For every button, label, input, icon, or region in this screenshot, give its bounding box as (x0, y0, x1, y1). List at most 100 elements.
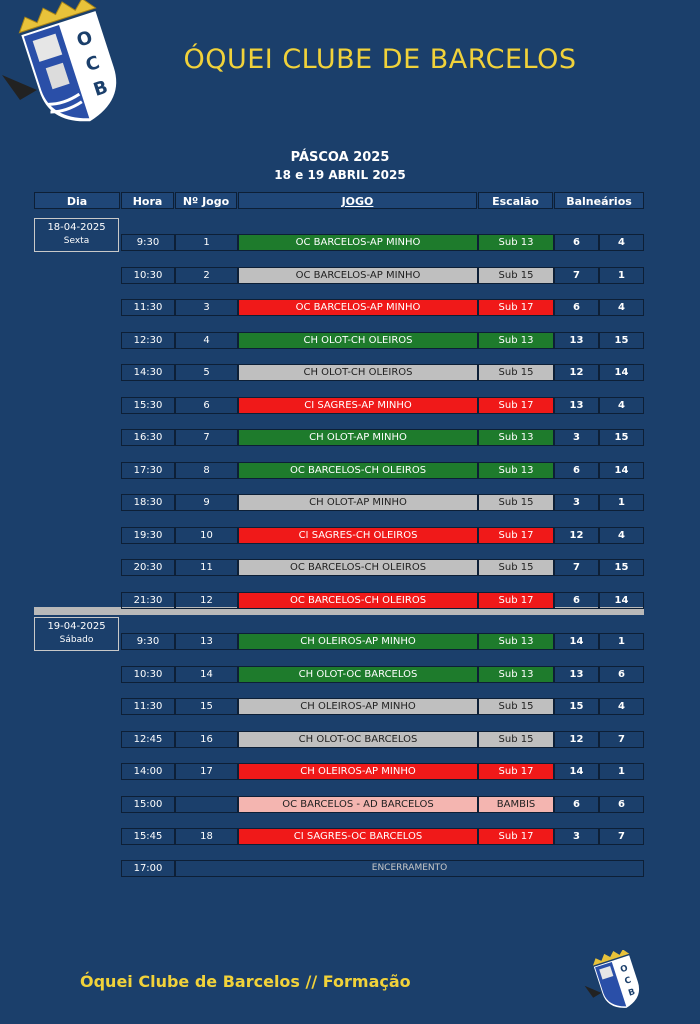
game-escalao: Sub 17 (478, 763, 554, 780)
game-match: CH OLOT-OC BARCELOS (238, 731, 478, 748)
game-escalao: Sub 15 (478, 698, 554, 715)
game-balneario-1: 3 (554, 429, 599, 446)
game-escalao: Sub 17 (478, 527, 554, 544)
logo-letter-b: B (91, 77, 111, 101)
game-escalao: Sub 15 (478, 494, 554, 511)
game-escalao: Sub 13 (478, 429, 554, 446)
game-number: 12 (175, 592, 238, 609)
logo-letter-o: O (619, 963, 629, 975)
game-hora: 9:30 (121, 234, 175, 251)
game-match: CI SAGRES-OC BARCELOS (238, 828, 478, 845)
game-match: OC BARCELOS-AP MINHO (238, 299, 478, 316)
logo-letter-b: B (627, 987, 636, 999)
game-escalao: Sub 13 (478, 462, 554, 479)
game-balneario-1: 6 (554, 796, 599, 813)
day-date: 18-04-2025 (47, 222, 106, 233)
col-header-escalao: Escalão (478, 192, 553, 209)
game-balneario-1: 14 (554, 763, 599, 780)
game-escalao: BAMBIS (478, 796, 554, 813)
game-match: OC BARCELOS-CH OLEIROS (238, 592, 478, 609)
game-balneario-1: 6 (554, 234, 599, 251)
game-balneario-2: 15 (599, 559, 644, 576)
game-hora: 14:00 (121, 763, 175, 780)
game-balneario-2: 14 (599, 462, 644, 479)
game-number: 2 (175, 267, 238, 284)
club-crest-logo: O C B (2, 0, 119, 124)
day-box-saturday: 19-04-2025 Sábado (34, 617, 119, 651)
game-balneario-2: 4 (599, 698, 644, 715)
game-match: CI SAGRES-CH OLEIROS (238, 527, 478, 544)
game-hora: 19:30 (121, 527, 175, 544)
game-hora: 15:30 (121, 397, 175, 414)
game-number (175, 796, 238, 813)
closing-label: ENCERRAMENTO (175, 860, 644, 877)
game-balneario-2: 6 (599, 796, 644, 813)
game-number: 8 (175, 462, 238, 479)
game-balneario-1: 7 (554, 559, 599, 576)
game-match: CH OLEIROS-AP MINHO (238, 633, 478, 650)
footer-text: Óquei Clube de Barcelos // Formação (80, 972, 411, 991)
game-escalao: Sub 13 (478, 234, 554, 251)
day-weekday: Sexta (63, 236, 90, 246)
game-match: OC BARCELOS-CH OLEIROS (238, 559, 478, 576)
logo-letter-o: O (74, 27, 95, 52)
game-match: CH OLOT-CH OLEIROS (238, 332, 478, 349)
col-header-jogo-num: Nº Jogo (175, 192, 237, 209)
closing-hora: 17:00 (121, 860, 175, 877)
game-hora: 15:00 (121, 796, 175, 813)
club-crest-logo-small: O C B (584, 950, 641, 1009)
game-balneario-2: 14 (599, 592, 644, 609)
game-balneario-2: 1 (599, 267, 644, 284)
game-escalao: Sub 15 (478, 267, 554, 284)
game-balneario-2: 15 (599, 429, 644, 446)
day-box-friday: 18-04-2025 Sexta (34, 218, 119, 252)
game-balneario-2: 4 (599, 397, 644, 414)
game-balneario-2: 4 (599, 299, 644, 316)
game-number: 7 (175, 429, 238, 446)
game-number: 15 (175, 698, 238, 715)
game-balneario-1: 6 (554, 462, 599, 479)
game-match: CH OLOT-AP MINHO (238, 494, 478, 511)
game-hora: 11:30 (121, 698, 175, 715)
day-weekday: Sábado (59, 635, 94, 645)
game-hora: 10:30 (121, 267, 175, 284)
game-escalao: Sub 13 (478, 332, 554, 349)
game-balneario-1: 6 (554, 299, 599, 316)
game-hora: 10:30 (121, 666, 175, 683)
game-balneario-2: 6 (599, 666, 644, 683)
game-number: 14 (175, 666, 238, 683)
game-match: OC BARCELOS-CH OLEIROS (238, 462, 478, 479)
game-balneario-2: 4 (599, 234, 644, 251)
game-escalao: Sub 15 (478, 559, 554, 576)
game-balneario-2: 1 (599, 494, 644, 511)
col-header-jogo: JOGO (238, 192, 477, 209)
game-match: OC BARCELOS - AD BARCELOS (238, 796, 478, 813)
event-dates: 18 e 19 ABRIL 2025 (274, 168, 406, 182)
game-escalao: Sub 15 (478, 731, 554, 748)
game-number: 16 (175, 731, 238, 748)
game-balneario-1: 13 (554, 332, 599, 349)
game-match: CH OLOT-OC BARCELOS (238, 666, 478, 683)
game-balneario-1: 15 (554, 698, 599, 715)
game-match: CH OLEIROS-AP MINHO (238, 698, 478, 715)
game-balneario-1: 12 (554, 731, 599, 748)
game-escalao: Sub 15 (478, 364, 554, 381)
game-balneario-1: 7 (554, 267, 599, 284)
game-balneario-1: 12 (554, 527, 599, 544)
day-date: 19-04-2025 (47, 621, 106, 632)
game-number: 9 (175, 494, 238, 511)
game-balneario-1: 14 (554, 633, 599, 650)
game-escalao: Sub 17 (478, 592, 554, 609)
game-balneario-1: 13 (554, 397, 599, 414)
game-hora: 14:30 (121, 364, 175, 381)
game-hora: 21:30 (121, 592, 175, 609)
game-match: CH OLOT-CH OLEIROS (238, 364, 478, 381)
game-number: 3 (175, 299, 238, 316)
game-hora: 12:30 (121, 332, 175, 349)
game-number: 10 (175, 527, 238, 544)
game-balneario-1: 12 (554, 364, 599, 381)
game-balneario-2: 1 (599, 633, 644, 650)
game-number: 17 (175, 763, 238, 780)
game-hora: 15:45 (121, 828, 175, 845)
game-balneario-2: 15 (599, 332, 644, 349)
